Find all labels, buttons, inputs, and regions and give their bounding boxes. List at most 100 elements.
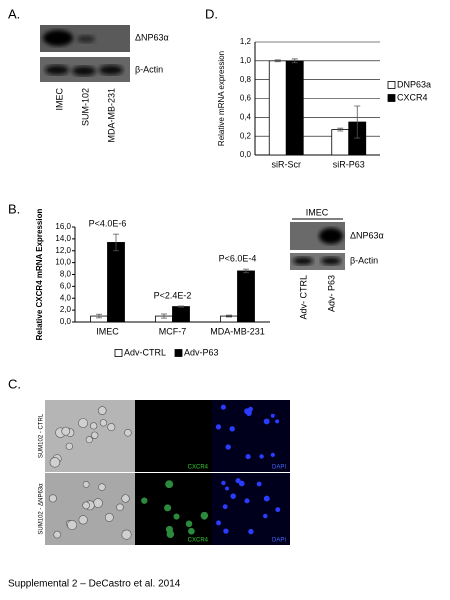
stained-cell xyxy=(201,514,208,520)
band xyxy=(72,66,96,76)
band xyxy=(321,257,341,265)
y-tick-label: 0,2 xyxy=(240,131,252,140)
x-tick-label: IMEC xyxy=(96,326,119,336)
cell xyxy=(98,483,106,491)
y-tick-label: 12,0 xyxy=(55,246,71,255)
error-bar xyxy=(226,314,232,318)
cell xyxy=(78,418,88,428)
error-bar xyxy=(178,305,184,308)
bar xyxy=(237,270,255,323)
lane-label: IMEC xyxy=(54,87,64,110)
cell xyxy=(90,422,98,430)
cell xyxy=(99,419,108,427)
band xyxy=(293,257,313,265)
y-tick-label: 0,8 xyxy=(240,75,252,84)
nucleus xyxy=(275,419,280,424)
channel-label: DAPI xyxy=(272,465,286,471)
cell xyxy=(61,426,71,436)
nucleus xyxy=(275,507,281,513)
y-tick-label: 0,0 xyxy=(240,150,252,159)
stained-cell xyxy=(173,513,180,520)
nucleus xyxy=(223,528,229,534)
micrographs xyxy=(45,400,290,545)
band xyxy=(77,35,95,43)
blot-title: IMEC xyxy=(306,207,329,217)
legend-label: Adv-CTRL xyxy=(124,347,166,357)
y-tick-label: 10,0 xyxy=(55,258,71,267)
nucleus xyxy=(235,478,241,484)
micrograph xyxy=(135,400,212,472)
legend-label: Adv-P63 xyxy=(184,347,219,357)
y-axis-label: Relative CXCR4 mRNA Expression xyxy=(35,209,44,341)
legend-label: DNP63a xyxy=(397,79,431,89)
row-label: SUM102 - CTRL xyxy=(39,413,45,458)
cell xyxy=(121,529,132,540)
stained-cell xyxy=(165,525,173,533)
cell xyxy=(78,515,88,525)
legend-label: CXCR4 xyxy=(397,92,428,102)
stained-cell xyxy=(141,497,148,504)
cell xyxy=(85,436,93,444)
cell xyxy=(93,498,103,508)
panel-label: C. xyxy=(8,376,21,391)
nucleus xyxy=(263,513,268,519)
band-label: β-Actin xyxy=(350,255,378,265)
y-tick-label: 6,0 xyxy=(60,281,72,290)
band xyxy=(99,65,123,75)
nucleus xyxy=(256,481,262,487)
nucleus xyxy=(248,528,254,535)
stained-cell xyxy=(164,504,172,512)
cell xyxy=(116,503,124,512)
y-tick-label: 14,0 xyxy=(55,234,71,243)
annotation: P<4.0E-6 xyxy=(89,219,127,229)
error-bar xyxy=(274,59,281,63)
nucleus xyxy=(244,498,250,504)
stained-cell xyxy=(165,480,174,489)
footer: Supplemental 2 – DeCastro et al. 2014 xyxy=(8,579,181,590)
bar xyxy=(331,129,350,156)
legend-swatch xyxy=(174,349,183,357)
error-bar xyxy=(96,313,102,319)
nucleus xyxy=(220,404,226,410)
y-tick-label: 4,0 xyxy=(60,293,72,302)
nucleus xyxy=(216,520,222,526)
stained-cell xyxy=(188,527,195,535)
lane-label: SUM-102 xyxy=(80,88,90,126)
cell xyxy=(97,406,107,415)
error-bar xyxy=(337,127,344,132)
stained-cell xyxy=(185,520,193,528)
panel-label: A. xyxy=(8,6,20,21)
band-label: ΔNP63α xyxy=(350,230,384,240)
y-tick-label: 8,0 xyxy=(60,270,72,279)
cell xyxy=(91,431,99,439)
channel-label: CXCR4 xyxy=(188,538,209,544)
bar xyxy=(268,60,287,156)
error-bar xyxy=(354,105,361,139)
y-axis-label: Relative mRNA expression xyxy=(217,51,226,146)
lane-label: Adv- P63 xyxy=(326,275,336,312)
band xyxy=(45,65,69,75)
row-label: SUM102 - ΔNP63α xyxy=(39,483,45,535)
cell xyxy=(65,442,73,450)
legend-swatch xyxy=(114,349,123,357)
panel-label: B. xyxy=(8,201,20,216)
lane-label: MDA-MB-231 xyxy=(106,88,116,143)
cell xyxy=(121,494,130,503)
y-tick-label: 0,6 xyxy=(240,94,252,103)
cell xyxy=(124,428,132,437)
channel-label: DAPI xyxy=(272,538,286,544)
bar xyxy=(172,306,190,323)
cell xyxy=(53,530,61,539)
nucleus xyxy=(270,413,275,418)
nucleus xyxy=(229,426,235,432)
y-tick-label: 1,0 xyxy=(240,56,252,65)
channel-label: CXCR4 xyxy=(188,465,209,471)
nucleus xyxy=(259,454,264,459)
y-tick-label: 0,0 xyxy=(60,317,72,326)
x-tick-label: siR-Scr xyxy=(272,159,302,169)
legend-swatch xyxy=(387,94,396,102)
lane-label: Adv- CTRL xyxy=(298,275,308,320)
nucleus xyxy=(263,418,270,425)
